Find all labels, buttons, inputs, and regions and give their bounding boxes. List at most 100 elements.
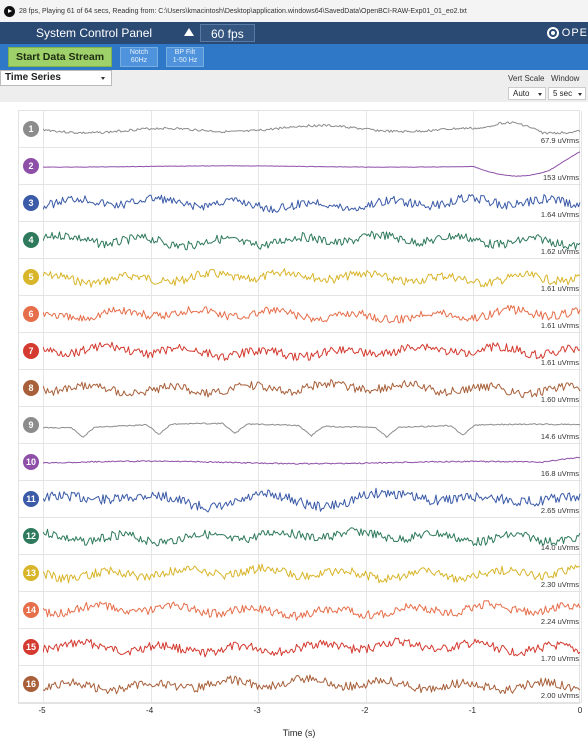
- channel-waveform: [43, 637, 581, 658]
- time-series-plot: 1 67.9 uVrms 2 153 uVrms 3 1.64 uVrms 4 1.62 uV…: [18, 110, 582, 704]
- start-data-stream-button[interactable]: Start Data Stream: [8, 47, 112, 67]
- channel-waveform: [43, 151, 581, 177]
- openbci-logo: OPE: [546, 22, 588, 44]
- widget-type-select[interactable]: Time Series: [0, 70, 112, 86]
- channel-waveform: [43, 563, 581, 584]
- series-line-5: [43, 268, 581, 288]
- channel-row: 14 2.24 uVrms: [19, 592, 581, 629]
- channel-waveform: [43, 341, 581, 361]
- channel-row: 6 1.61 uVrms: [19, 296, 581, 333]
- status-bar: 28 fps, Playing 61 of 64 secs, Reading f…: [0, 0, 588, 22]
- series-line-6: [43, 304, 581, 324]
- channel-uvrms: 16.8 uVrms: [540, 469, 579, 478]
- channel-toggle-16[interactable]: 16: [23, 676, 39, 692]
- channel-waveform: [43, 527, 581, 547]
- channel-waveform: [43, 422, 581, 438]
- series-line-15: [43, 637, 581, 658]
- logo-icon: [546, 27, 559, 39]
- x-axis-label: Time (s): [282, 728, 316, 738]
- channel-uvrms: 1.60 uVrms: [540, 395, 579, 404]
- series-line-10: [43, 456, 581, 465]
- window-label: Window: [551, 74, 580, 83]
- x-tick-label: -2: [361, 706, 369, 715]
- channel-uvrms: 2.30 uVrms: [540, 580, 579, 589]
- series-line-11: [43, 487, 581, 513]
- bp-label: BP Filt: [174, 49, 196, 56]
- channel-toggle-3[interactable]: 3: [23, 195, 39, 211]
- x-tick-label: -1: [468, 706, 476, 715]
- notch-label: Notch: [129, 49, 149, 56]
- x-tick-label: -5: [38, 706, 46, 715]
- channel-toggle-14[interactable]: 14: [23, 602, 39, 618]
- gridline: [43, 111, 44, 703]
- vert-scale-select[interactable]: Auto: [508, 87, 546, 100]
- series-line-7: [43, 341, 581, 361]
- channel-uvrms: 153 uVrms: [543, 173, 579, 182]
- channel-toggle-13[interactable]: 13: [23, 565, 39, 581]
- window-select[interactable]: 5 sec: [548, 87, 586, 100]
- channel-toggle-7[interactable]: 7: [23, 343, 39, 359]
- notch-filter-button[interactable]: Notch 60Hz: [120, 47, 158, 67]
- x-axis: Time (s) -5 -4 -3 -2 -1 0: [18, 704, 582, 748]
- caret-up-icon: [184, 28, 194, 36]
- channel-row: 2 153 uVrms: [19, 148, 581, 185]
- channel-row: 16 2.00 uVrms: [19, 666, 581, 703]
- widget-type-value: Time Series: [5, 72, 61, 83]
- channel-uvrms: 1.61 uVrms: [540, 321, 579, 330]
- channel-toggle-1[interactable]: 1: [23, 121, 39, 137]
- gridline: [473, 111, 475, 703]
- channel-uvrms: 1.61 uVrms: [540, 358, 579, 367]
- system-control-panel-toggle[interactable]: System Control Panel: [0, 22, 200, 44]
- channel-uvrms: 2.24 uVrms: [540, 617, 579, 626]
- channel-row: 1 67.9 uVrms: [19, 111, 581, 148]
- logo-text: OPE: [561, 27, 588, 39]
- series-line-16: [43, 674, 581, 695]
- channel-row: 4 1.62 uVrms: [19, 222, 581, 259]
- fps-selector[interactable]: 60 fps: [200, 24, 255, 42]
- chevron-down-icon: [101, 77, 105, 80]
- channel-row: 13 2.30 uVrms: [19, 555, 581, 592]
- bp-value: 1-50 Hz: [172, 57, 198, 64]
- channel-toggle-15[interactable]: 15: [23, 639, 39, 655]
- channel-toggle-8[interactable]: 8: [23, 380, 39, 396]
- status-text: 28 fps, Playing 61 of 64 secs, Reading f…: [19, 7, 467, 15]
- channel-row: 7 1.61 uVrms: [19, 333, 581, 370]
- channel-row: 10 16.8 uVrms: [19, 444, 581, 481]
- channel-uvrms: 2.65 uVrms: [540, 506, 579, 515]
- channel-toggle-6[interactable]: 6: [23, 306, 39, 322]
- top-bar: System Control Panel 60 fps OPE: [0, 22, 588, 44]
- channel-row: 5 1.61 uVrms: [19, 259, 581, 296]
- channel-uvrms: 1.64 uVrms: [540, 210, 579, 219]
- bandpass-filter-button[interactable]: BP Filt 1-50 Hz: [166, 47, 204, 67]
- channel-uvrms: 1.70 uVrms: [540, 654, 579, 663]
- channel-toggle-9[interactable]: 9: [23, 417, 39, 433]
- channel-toggle-2[interactable]: 2: [23, 158, 39, 174]
- series-line-12: [43, 527, 581, 547]
- series-line-2: [43, 151, 581, 177]
- x-tick-label: -4: [146, 706, 154, 715]
- channel-toggle-10[interactable]: 10: [23, 454, 39, 470]
- channel-waveform: [43, 121, 581, 135]
- channel-waveform: [43, 230, 581, 251]
- vert-scale-value: Auto: [513, 89, 530, 98]
- channel-waveform: [43, 456, 581, 465]
- panel-title: System Control Panel: [36, 26, 153, 40]
- channel-toggle-12[interactable]: 12: [23, 528, 39, 544]
- channel-row: 12 14.0 uVrms: [19, 518, 581, 555]
- series-line-3: [43, 194, 581, 214]
- series-line-4: [43, 230, 581, 251]
- channel-toggle-4[interactable]: 4: [23, 232, 39, 248]
- channel-uvrms: 14.6 uVrms: [540, 432, 579, 441]
- channel-row: 15 1.70 uVrms: [19, 629, 581, 666]
- channel-row: 8 1.60 uVrms: [19, 370, 581, 407]
- channel-waveform: [43, 674, 581, 695]
- series-line-13: [43, 563, 581, 584]
- channel-toggle-5[interactable]: 5: [23, 269, 39, 285]
- channel-toggle-11[interactable]: 11: [23, 491, 39, 507]
- series-line-9: [43, 422, 581, 438]
- play-icon[interactable]: [4, 5, 15, 17]
- channel-row: 3 1.64 uVrms: [19, 185, 581, 222]
- series-line-14: [43, 600, 581, 621]
- channel-waveform: [43, 600, 581, 621]
- channel-waveform: [43, 487, 581, 513]
